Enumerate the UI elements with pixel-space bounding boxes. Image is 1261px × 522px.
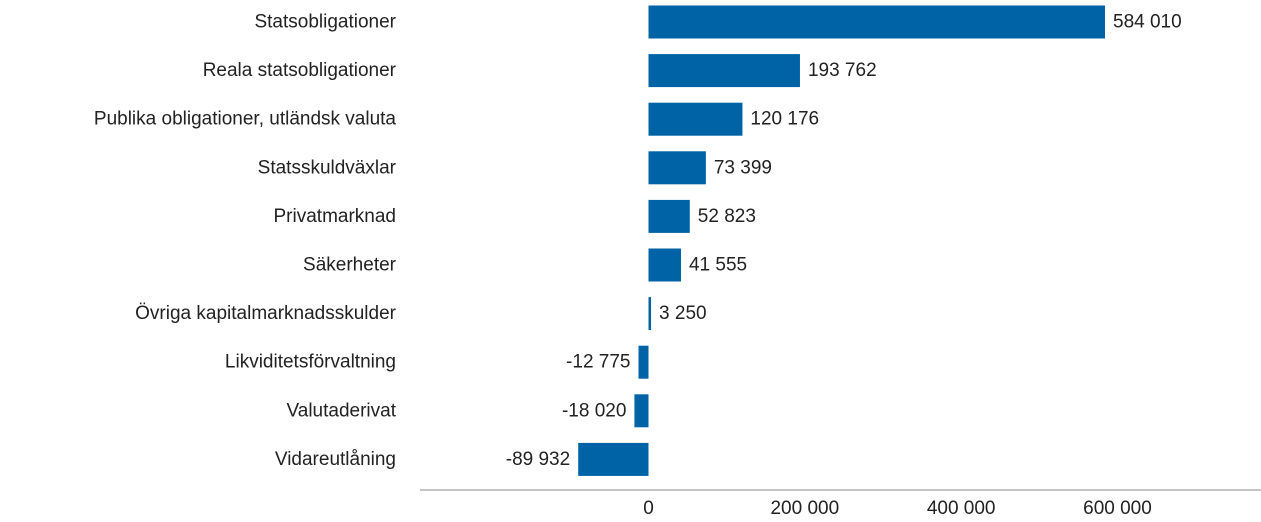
x-tick-label-1: 200 000 (770, 498, 839, 517)
data-label-1: 193 762 (808, 60, 877, 81)
category-labels: Statsobligationer Reala statsobligationer… (94, 12, 397, 470)
bar-6 (648, 297, 652, 331)
data-label-5: 41 555 (689, 255, 747, 276)
bar-8 (634, 394, 649, 428)
bar-5 (648, 248, 681, 282)
category-label-2: Publika obligationer, utländsk valuta (94, 109, 397, 130)
category-label-4: Privatmarknad (274, 206, 397, 227)
data-label-3: 73 399 (714, 157, 772, 178)
bar-4 (648, 199, 690, 233)
x-tick-label-0: 0 (643, 498, 654, 517)
bar-7 (638, 345, 649, 379)
category-label-5: Säkerheter (303, 255, 397, 276)
data-label-9: -89 932 (506, 449, 570, 470)
bars-layer (578, 5, 1105, 476)
data-label-7: -12 775 (566, 352, 630, 373)
x-tick-label-2: 400 000 (927, 498, 996, 517)
bar-0 (648, 5, 1105, 39)
category-label-7: Likviditetsförvaltning (225, 352, 396, 373)
category-label-3: Statsskuldväxlar (258, 157, 397, 178)
x-axis: 0 200 000 400 000 600 000 (420, 489, 1261, 519)
data-label-2: 120 176 (750, 109, 819, 130)
data-label-6: 3 250 (659, 303, 707, 324)
category-label-8: Valutaderivat (287, 400, 397, 421)
category-label-0: Statsobligationer (254, 12, 396, 33)
x-tick-label-3: 600 000 (1083, 498, 1152, 517)
category-label-9: Vidareutlåning (275, 449, 396, 470)
data-label-4: 52 823 (698, 206, 756, 227)
data-label-0: 584 010 (1113, 12, 1182, 33)
bar-9 (578, 442, 649, 476)
bar-1 (648, 54, 800, 88)
data-label-8: -18 020 (562, 400, 626, 421)
data-labels: 584 010 193 762 120 176 73 399 52 823 41 555 3… (506, 12, 1182, 470)
category-label-6: Övriga kapitalmarknadsskulder (135, 303, 397, 324)
bar-2 (648, 102, 743, 136)
category-label-1: Reala statsobligationer (203, 60, 397, 81)
bar-3 (648, 151, 706, 185)
